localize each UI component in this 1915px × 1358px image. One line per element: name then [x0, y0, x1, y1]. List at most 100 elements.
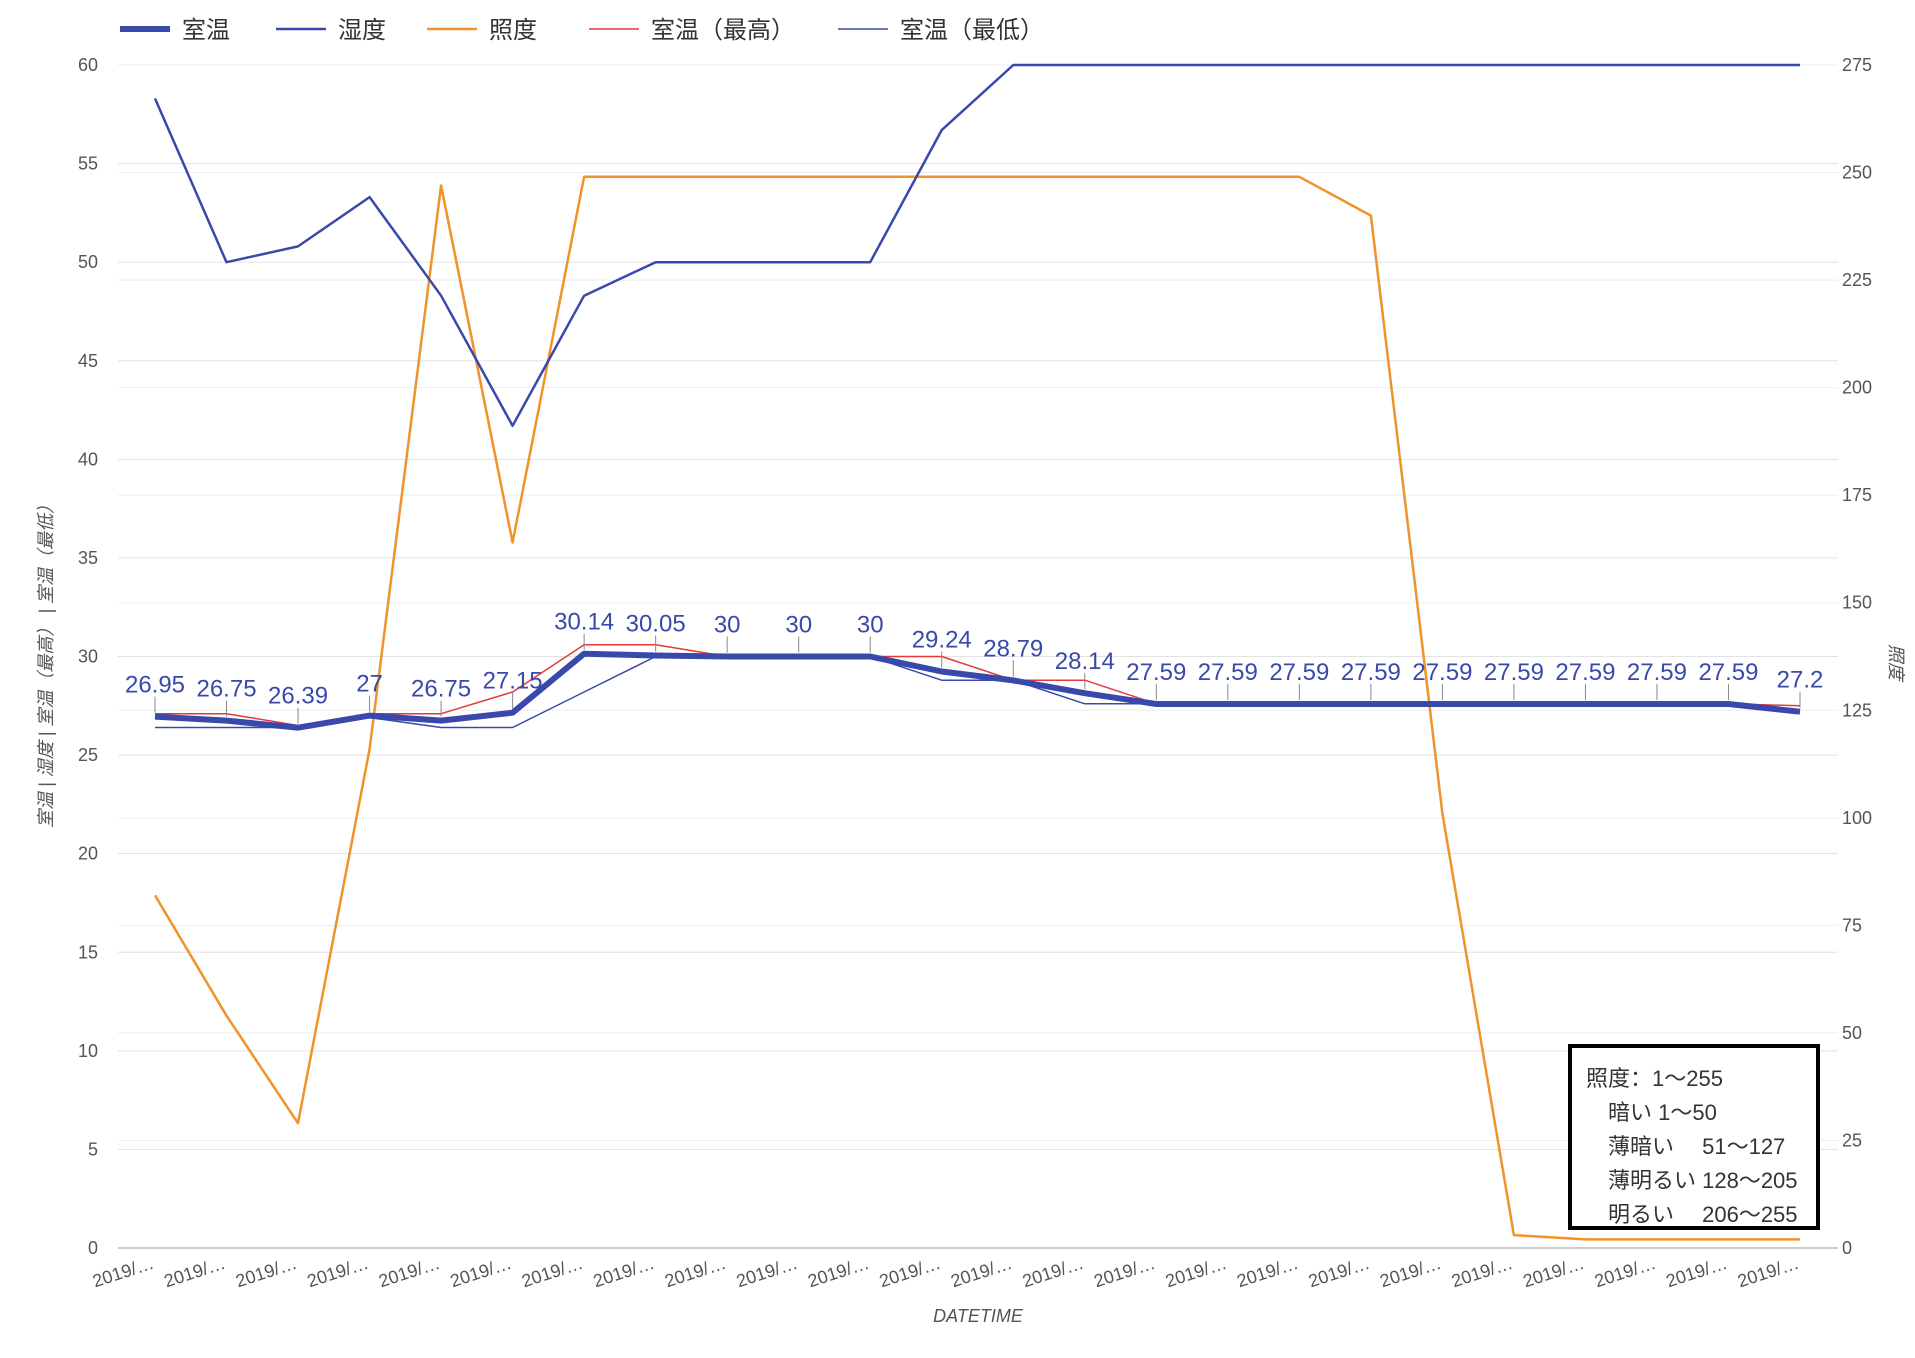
legend-label: 湿度 — [338, 17, 386, 44]
series-line — [153, 63, 1800, 428]
y-left-tick-label: 55 — [78, 154, 98, 174]
x-tick-label: 2019/… — [805, 1253, 871, 1292]
legend-label: 室温（最低） — [900, 17, 1044, 44]
x-tick-label: 2019/… — [662, 1253, 728, 1292]
data-label: 30 — [857, 612, 884, 639]
x-tick-label: 2019/… — [376, 1253, 442, 1292]
x-tick-label: 2019/… — [1163, 1253, 1229, 1292]
x-tick-label: 2019/… — [1449, 1253, 1515, 1292]
y-left-tick-label: 25 — [78, 745, 98, 765]
x-tick-label: 2019/… — [448, 1253, 514, 1292]
x-tick-label: 2019/… — [1091, 1253, 1157, 1292]
x-tick-label: 2019/… — [1592, 1253, 1658, 1292]
x-tick-label: 2019/… — [233, 1253, 299, 1292]
legend-label: 室温 — [182, 17, 230, 44]
series-line — [153, 175, 1800, 1241]
x-tick-label: 2019/… — [162, 1253, 228, 1292]
y-right-tick-label: 200 — [1842, 378, 1872, 398]
legend-item[interactable]: 照度 — [427, 17, 537, 44]
data-label: 30.14 — [554, 609, 614, 636]
data-label: 30 — [785, 612, 812, 639]
y-right-tick-label: 75 — [1842, 915, 1862, 935]
data-label: 26.95 — [125, 672, 185, 699]
note-line: 薄暗い 51～127 — [1586, 1134, 1786, 1159]
data-label: 30 — [714, 612, 741, 639]
data-label: 27.59 — [1484, 659, 1544, 686]
y-left-tick-label: 35 — [78, 548, 98, 568]
data-label: 26.39 — [268, 683, 328, 710]
x-tick-label: 2019/… — [90, 1253, 156, 1292]
x-tick-label: 2019/… — [877, 1253, 943, 1292]
data-label: 28.79 — [983, 635, 1043, 662]
note-line: 照度：1～255 — [1586, 1066, 1723, 1091]
note-line: 暗い 1～50 — [1586, 1100, 1717, 1125]
y-axis-right-title: 照度 — [1886, 644, 1906, 683]
series-lines — [153, 63, 1801, 1241]
note-line: 薄明るい 128～205 — [1586, 1168, 1798, 1193]
legend-label: 照度 — [489, 17, 537, 44]
data-label: 27.59 — [1341, 659, 1401, 686]
x-tick-label: 2019/… — [1306, 1253, 1372, 1292]
y-left-tick-label: 15 — [78, 942, 98, 962]
legend-item[interactable]: 室温（最低） — [838, 17, 1044, 44]
x-tick-label: 2019/… — [591, 1253, 657, 1292]
y-left-tick-label: 5 — [88, 1139, 98, 1159]
legend[interactable]: 室温 湿度 照度 室温（最高） 室温（最低） — [120, 17, 1044, 44]
data-label: 27.59 — [1627, 659, 1687, 686]
data-labels: 26.95 26.75 26.39 27 26.75 27.15 30.14 30.05 30 3… — [125, 609, 1823, 724]
x-tick-label: 2019/… — [1521, 1253, 1587, 1292]
series-line — [154, 650, 1801, 731]
x-tick-label: 2019/… — [1377, 1253, 1443, 1292]
x-tick-label: 2019/… — [1234, 1253, 1300, 1292]
legend-label: 室温（最高） — [651, 17, 795, 44]
data-label: 27.59 — [1126, 659, 1186, 686]
y-right-tick-label: 100 — [1842, 808, 1872, 828]
y-left-tick-label: 20 — [78, 844, 98, 864]
x-tick-label: 2019/… — [734, 1253, 800, 1292]
data-label: 27.59 — [1555, 659, 1615, 686]
y-right-tick-label: 175 — [1842, 485, 1872, 505]
x-tick-label: 2019/… — [305, 1253, 371, 1292]
x-tick-label: 2019/… — [1664, 1253, 1730, 1292]
y-right-tick-label: 250 — [1842, 163, 1872, 183]
y-left-tick-label: 10 — [78, 1041, 98, 1061]
y-right-tick-label: 25 — [1842, 1130, 1862, 1150]
legend-item[interactable]: 室温 — [120, 17, 230, 44]
data-label: 28.14 — [1055, 648, 1115, 675]
y-right-tick-label: 225 — [1842, 270, 1872, 290]
x-tick-label: 2019/… — [1020, 1253, 1086, 1292]
y-right-tick-label: 50 — [1842, 1023, 1862, 1043]
y-left-tick-label: 30 — [78, 647, 98, 667]
x-tick-label: 2019/… — [519, 1253, 585, 1292]
y-right-tick-label: 150 — [1842, 593, 1872, 613]
data-label: 27.59 — [1412, 659, 1472, 686]
y-axis-left-title: 室温 | 湿度 | 室温（最高） | 室温（最低） — [36, 496, 56, 828]
data-label: 27.15 — [483, 668, 543, 695]
data-label: 27.2 — [1777, 667, 1824, 694]
data-label: 26.75 — [411, 676, 471, 703]
legend-item[interactable]: 室温（最高） — [589, 17, 795, 44]
y-left-tick-label: 40 — [78, 449, 98, 469]
y-right-tick-label: 0 — [1842, 1238, 1852, 1258]
data-label: 27.59 — [1698, 659, 1758, 686]
data-label: 27 — [356, 671, 383, 698]
y-left-tick-label: 50 — [78, 252, 98, 272]
y-left-tick-label: 0 — [88, 1238, 98, 1258]
x-tick-label: 2019/… — [1735, 1253, 1801, 1292]
note-line: 明るい 206～255 — [1586, 1202, 1798, 1227]
data-label: 29.24 — [912, 626, 972, 653]
data-label: 27.59 — [1269, 659, 1329, 686]
illuminance-legend-note: 照度：1～255 暗い 1～50 薄暗い 51～127 薄明るい 128～205… — [1568, 1044, 1820, 1230]
legend-item[interactable]: 湿度 — [276, 17, 386, 44]
grid-lines — [118, 64, 1838, 1249]
y-right-tick-label: 125 — [1842, 700, 1872, 720]
data-label: 26.75 — [196, 676, 256, 703]
y-left-tick-label: 45 — [78, 351, 98, 371]
x-tick-label: 2019/… — [948, 1253, 1014, 1292]
data-label: 27.59 — [1198, 659, 1258, 686]
x-axis-title: DATETIME — [933, 1306, 1024, 1326]
data-label: 30.05 — [626, 611, 686, 638]
y-right-tick-label: 275 — [1842, 55, 1872, 75]
y-left-tick-label: 60 — [78, 55, 98, 75]
